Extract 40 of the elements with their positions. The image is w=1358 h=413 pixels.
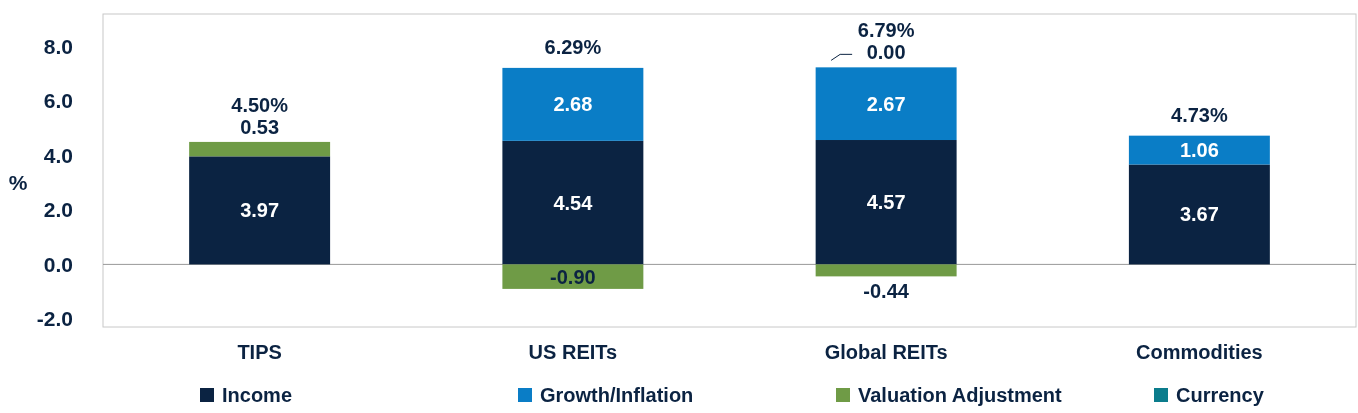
data-label: 2.68 <box>553 93 593 116</box>
bar <box>189 141 331 157</box>
bar <box>815 264 957 277</box>
data-label: -0.90 <box>550 265 596 288</box>
y-axis-title: % <box>8 171 28 194</box>
data-label: 4.57 <box>866 191 906 214</box>
bar <box>502 67 644 141</box>
x-tick-label: TIPS <box>237 341 282 364</box>
x-tick-label: Global REITs <box>824 341 948 364</box>
y-tick-label: 4.0 <box>43 143 73 167</box>
data-label: 0.53 <box>240 115 280 138</box>
bar <box>502 264 644 289</box>
annotation: 6.29% <box>544 35 602 58</box>
annotation: 6.79% <box>857 19 915 42</box>
data-label: 3.67 <box>1179 203 1219 226</box>
annotation: 4.73% <box>1171 103 1228 126</box>
legend-label: Currency <box>1176 384 1265 406</box>
data-label: 0.00 <box>866 41 906 64</box>
annotation: 4.50% <box>231 93 289 116</box>
data-label: 1.06 <box>1179 139 1219 162</box>
y-tick-label: 0.0 <box>43 252 73 276</box>
y-tick-label: 2.0 <box>43 198 73 222</box>
bar <box>815 140 957 265</box>
bar <box>1128 164 1270 265</box>
x-tick-label: US REITs <box>528 341 618 364</box>
y-tick-label: 6.0 <box>43 89 73 113</box>
data-label: -0.44 <box>863 280 910 303</box>
bar <box>189 156 331 265</box>
data-label: 2.67 <box>866 92 906 115</box>
y-tick-label: -2.0 <box>36 307 73 331</box>
bar <box>502 140 644 265</box>
legend-label: Income <box>222 384 293 406</box>
data-label: 3.97 <box>240 199 280 222</box>
data-label: 4.54 <box>553 191 594 214</box>
legend-label: Valuation Adjustment <box>858 384 1063 406</box>
bar <box>1128 135 1270 165</box>
y-tick-label: 8.0 <box>43 34 73 58</box>
bar <box>815 67 957 141</box>
legend-label: Growth/Inflation <box>540 384 694 406</box>
x-tick-label: Commodities <box>1136 341 1263 364</box>
